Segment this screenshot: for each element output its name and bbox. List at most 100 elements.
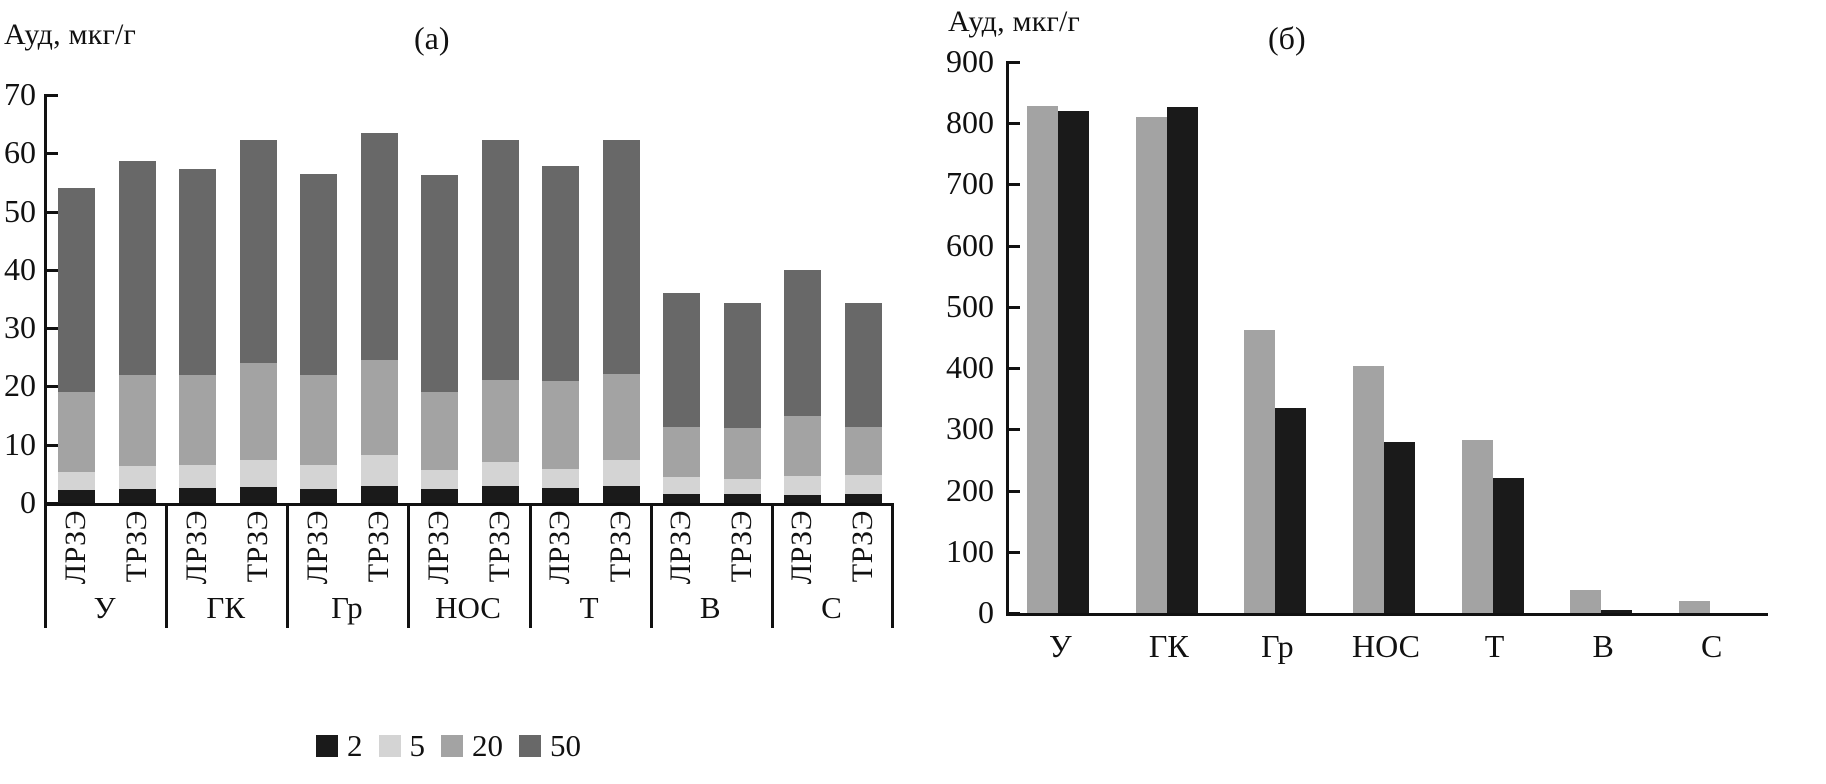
- panel-a-stacked-bar: [663, 293, 701, 503]
- panel-b-y-tick-mark: [1006, 122, 1020, 126]
- panel-b-y-tick-label: 100: [946, 532, 994, 569]
- panel-a-group-separator: [44, 506, 47, 628]
- panel-b-bar-ТРЗЭ: [1166, 107, 1198, 613]
- panel-a-x-axis-line: [44, 503, 894, 506]
- panel-b-y-tick-label: 800: [946, 104, 994, 141]
- panel-a-bar-segment-5: [239, 460, 277, 487]
- panel-a-y-tick-label: 30: [4, 309, 36, 346]
- panel-b-x-label-НОС: НОС: [1352, 628, 1420, 664]
- panel-a-stacked-bar: [360, 132, 398, 503]
- panel-a-group-label-У: У: [93, 590, 116, 625]
- panel-a-y-tick-label: 40: [4, 250, 36, 287]
- panel-a-stacked-bar: [542, 166, 580, 503]
- panel-a-bar-segment-20: [118, 374, 156, 467]
- panel-b-bar-ЛРЗЭ: [1678, 600, 1710, 613]
- panel-a-bar-segment-5: [57, 471, 95, 491]
- panel-a-bar-label-ЛРЗЭ: ЛРЗЭ: [58, 510, 92, 585]
- panel-a-stacked-bar: [239, 140, 277, 503]
- panel-a-plot-area: [46, 95, 894, 503]
- panel-b-y-tick-label: 900: [946, 43, 994, 79]
- panel-b-y-tick-label: 500: [946, 287, 994, 324]
- panel-a-bar-segment-50: [603, 140, 641, 375]
- panel-a-stacked-bar: [784, 269, 822, 503]
- panel-a-bar-segment-2: [239, 486, 277, 503]
- panel-a-bar-segment-20: [239, 363, 277, 461]
- panel-a-stacked-bar: [603, 140, 641, 503]
- panel-a-bar-segment-50: [845, 302, 883, 428]
- panel-a-bar-segment-50: [299, 173, 337, 375]
- panel-a-bar-label-ЛРЗЭ: ЛРЗЭ: [785, 510, 819, 585]
- panel-a-bar-segment-50: [542, 166, 580, 381]
- panel-b-y-tick-label: 0: [978, 594, 994, 630]
- panel-b-y-tick-mark: [1006, 428, 1020, 432]
- panel-a-y-tick-mark: [44, 152, 58, 156]
- panel-a-bar-label-ЛРЗЭ: ЛРЗЭ: [300, 510, 334, 585]
- panel-a-group-separator: [528, 506, 532, 628]
- panel-b-y-tick-mark: [1006, 61, 1020, 64]
- panel-a-stacked-bar: [57, 188, 95, 503]
- panel-b-bar-ТРЗЭ: [1275, 407, 1307, 613]
- panel-b-y-tick-label: 400: [946, 349, 994, 386]
- panel-a-bar-label-ТРЗЭ: ТРЗЭ: [119, 510, 153, 583]
- panel-a-bar-segment-50: [724, 302, 762, 429]
- panel-a-y-tick-mark: [44, 327, 58, 331]
- panel-a-group-separator: [286, 506, 290, 628]
- panel-a-bar-segment-2: [299, 489, 337, 503]
- panel-a-group-separator: [165, 506, 169, 628]
- panel-a-y-axis-title: Ауд, мкг/г: [4, 18, 137, 51]
- panel-a-legend-item: 50: [519, 728, 581, 764]
- panel-b-y-tick-label: 600: [946, 226, 994, 263]
- panel-a-bar-segment-20: [663, 427, 701, 478]
- panel-a-y-tick-mark: [44, 210, 58, 214]
- panel-a-group-label-Т: Т: [579, 590, 599, 625]
- panel-b-bar-ЛРЗЭ: [1461, 439, 1493, 613]
- panel-a-bar-label-ТРЗЭ: ТРЗЭ: [725, 510, 759, 583]
- panel-a-group-label-НОС: НОС: [435, 590, 501, 625]
- panel-a-bar-segment-20: [299, 374, 337, 465]
- panel-a-bar-segment-5: [178, 465, 216, 488]
- panel-a-bar-label-ТРЗЭ: ТРЗЭ: [846, 510, 880, 583]
- panel-a-group-label-Гр: Гр: [331, 590, 363, 625]
- panel-a-bar-segment-2: [724, 494, 762, 503]
- panel-a-y-tick-mark: [44, 94, 58, 97]
- panel-a-bar-segment-50: [239, 140, 277, 364]
- panel-a-bar-segment-20: [845, 427, 883, 476]
- panel-a-bar-segment-2: [118, 489, 156, 503]
- panel-a-bar-segment-5: [482, 461, 519, 487]
- panel-a-bar-segment-5: [724, 478, 762, 495]
- panel-a-bar-segment-20: [57, 392, 95, 472]
- panel-b-x-label-ГК: ГК: [1148, 628, 1189, 664]
- panel-b-y-tick-label: 300: [946, 410, 994, 447]
- panel-a-bar-label-ТРЗЭ: ТРЗЭ: [361, 510, 395, 583]
- panel-a-legend-label: 50: [550, 728, 581, 763]
- panel-a-bar-label-ЛРЗЭ: ЛРЗЭ: [422, 510, 455, 585]
- panel-a-bar-segment-5: [663, 477, 701, 494]
- panel-b-x-axis-line: [1006, 613, 1768, 616]
- panel-b-y-tick-label: 700: [946, 165, 994, 202]
- panel-a-bar-segment-5: [784, 476, 822, 495]
- panel-a-stacked-bar: [118, 160, 156, 503]
- panel-a-group-label-С: С: [821, 590, 842, 625]
- panel-a-bar-label-ЛРЗЭ: ЛРЗЭ: [664, 510, 698, 585]
- panel-a-stacked-bar: [724, 302, 762, 503]
- panel-a-bar-segment-2: [784, 494, 822, 503]
- panel-a-bar-segment-20: [360, 360, 398, 456]
- panel-a-bar-label-ТРЗЭ: ТРЗЭ: [483, 510, 516, 583]
- panel-a-stacked-bar-chart: Ауд, мкг/г (а) 0 10 20 30 40 50 60 70 ЛРЗЭ ТРЗЭ У…: [4, 18, 894, 764]
- panel-a-legend-swatch-icon: [441, 735, 463, 757]
- panel-a-stacked-bar: [178, 169, 216, 503]
- panel-b-y-tick-mark: [1006, 305, 1020, 309]
- panel-a-bar-segment-2: [845, 493, 883, 503]
- panel-a-group-separator: [407, 506, 411, 628]
- panel-a-bar-segment-5: [360, 455, 398, 486]
- panel-a-bar-segment-2: [360, 485, 398, 503]
- panel-a-bar-segment-5: [118, 466, 156, 490]
- panel-a-bar-segment-5: [542, 468, 580, 489]
- panel-a-y-tick-mark: [44, 443, 58, 447]
- panel-b-bar-ТРЗЭ: [1384, 442, 1415, 613]
- panel-b-bar-ТРЗЭ: [1601, 609, 1633, 613]
- panel-a-bar-label-ТРЗЭ: ТРЗЭ: [240, 510, 274, 583]
- panel-a-y-tick-label: 60: [4, 134, 36, 171]
- panel-b-y-axis-line: [1006, 62, 1009, 615]
- panel-a-y-tick-mark: [44, 502, 58, 505]
